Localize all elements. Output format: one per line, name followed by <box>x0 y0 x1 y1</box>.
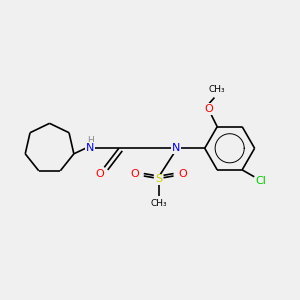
Text: N: N <box>86 143 94 153</box>
Text: S: S <box>155 174 162 184</box>
Text: O: O <box>204 104 213 114</box>
Text: CH₃: CH₃ <box>209 85 226 94</box>
Text: CH₃: CH₃ <box>150 199 167 208</box>
Text: O: O <box>96 169 104 178</box>
Text: N: N <box>172 143 180 153</box>
Text: Cl: Cl <box>256 176 267 186</box>
Text: O: O <box>178 169 187 179</box>
Text: H: H <box>87 136 93 145</box>
Text: O: O <box>130 169 139 179</box>
